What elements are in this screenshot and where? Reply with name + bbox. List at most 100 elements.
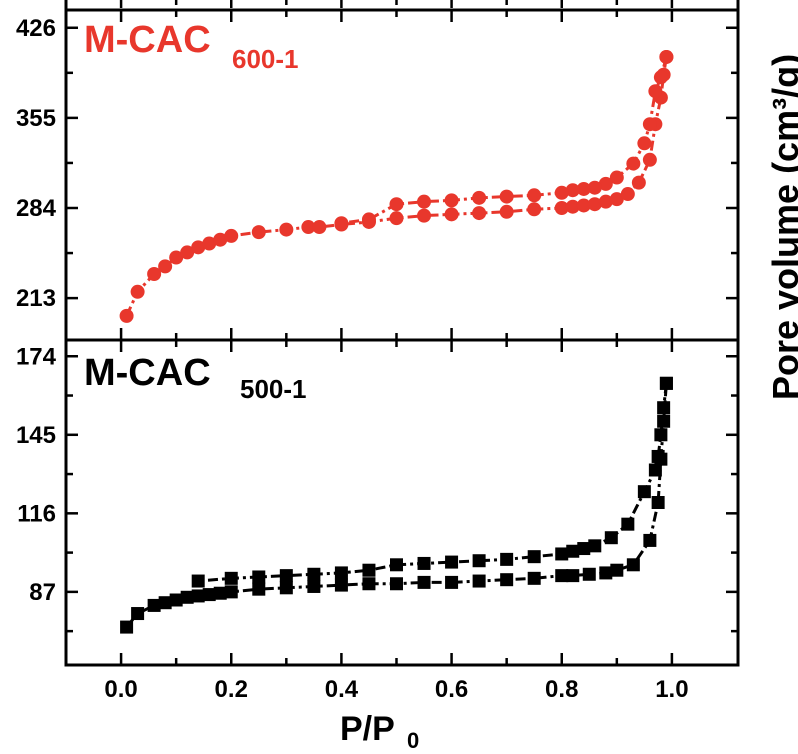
data-point xyxy=(659,376,673,390)
data-point xyxy=(119,308,134,323)
data-point xyxy=(389,577,403,591)
data-point xyxy=(334,216,349,231)
data-point xyxy=(500,552,514,566)
data-point xyxy=(631,175,646,190)
data-point xyxy=(472,574,486,588)
data-point xyxy=(389,211,404,226)
x-tick-label: 0.0 xyxy=(104,676,137,703)
right-side-axis-label: Pore volume (cm³/g) xyxy=(765,54,798,400)
data-point xyxy=(499,189,514,204)
data-point xyxy=(566,544,580,558)
y-tick-label: 174 xyxy=(16,343,57,370)
data-point xyxy=(131,607,145,621)
data-point xyxy=(527,550,541,564)
data-point xyxy=(445,555,459,569)
data-point xyxy=(191,589,205,603)
data-point xyxy=(643,533,657,547)
x-tick-label: 0.8 xyxy=(545,676,578,703)
data-point xyxy=(389,197,404,212)
data-point xyxy=(307,567,321,581)
data-point xyxy=(191,240,206,255)
data-point xyxy=(621,517,635,531)
upper-cropped-ticks xyxy=(64,0,740,10)
data-point xyxy=(648,463,662,477)
x-tick-label: 1.0 xyxy=(655,676,688,703)
data-point xyxy=(251,225,266,240)
data-point xyxy=(604,531,618,545)
data-point xyxy=(202,588,216,602)
data-point xyxy=(637,136,652,151)
data-point xyxy=(587,197,602,212)
data-point xyxy=(444,193,459,208)
data-point xyxy=(527,571,541,585)
data-point xyxy=(445,575,459,589)
data-point xyxy=(651,496,665,509)
data-point xyxy=(648,84,663,99)
data-point xyxy=(180,590,194,604)
x-tick-label: 0.2 xyxy=(215,676,248,703)
data-point xyxy=(279,569,293,583)
data-point xyxy=(130,284,145,299)
bottom-series xyxy=(120,376,673,634)
x-tick-label: 0.6 xyxy=(435,676,468,703)
data-point xyxy=(362,577,376,591)
y-tick-label: 284 xyxy=(16,195,57,222)
top-panel-title: M-CAC xyxy=(84,19,211,61)
data-point xyxy=(527,202,542,217)
data-point xyxy=(279,581,293,595)
y-tick-label: 87 xyxy=(29,579,56,606)
data-point xyxy=(565,183,580,198)
data-point xyxy=(657,414,671,428)
data-point xyxy=(417,556,431,570)
data-point xyxy=(588,539,602,553)
bottom-y-ticks: 87 116 145 174 xyxy=(16,343,738,633)
data-point xyxy=(577,542,591,556)
data-point xyxy=(565,199,580,214)
data-point xyxy=(120,620,134,634)
data-point xyxy=(191,574,205,588)
data-point xyxy=(334,566,348,580)
data-point xyxy=(472,190,487,205)
data-point xyxy=(472,206,487,221)
data-point xyxy=(555,547,569,561)
data-point xyxy=(224,585,238,599)
data-point xyxy=(279,222,294,237)
data-point xyxy=(587,180,602,195)
data-point xyxy=(301,220,316,235)
data-point xyxy=(213,586,227,600)
data-point xyxy=(555,569,569,583)
y-tick-label: 116 xyxy=(17,500,56,527)
data-point xyxy=(598,176,613,191)
data-point xyxy=(158,596,172,610)
data-point xyxy=(599,566,613,580)
data-point xyxy=(158,259,173,274)
top-panel: 213 284 355 426 M-CAC 600-1 xyxy=(16,8,740,342)
data-point xyxy=(147,598,161,612)
data-point xyxy=(252,582,266,596)
data-point xyxy=(576,181,591,196)
data-point xyxy=(620,187,635,202)
x-axis-label: P/P xyxy=(340,710,395,748)
data-point xyxy=(651,449,665,463)
data-point xyxy=(169,593,183,607)
data-point xyxy=(312,220,327,235)
data-point xyxy=(213,232,228,247)
y-tick-label: 355 xyxy=(16,105,56,132)
data-point xyxy=(657,401,671,415)
data-point xyxy=(642,117,657,132)
data-point xyxy=(654,428,668,442)
top-panel-title-subscript: 600-1 xyxy=(232,44,299,74)
data-point xyxy=(598,194,613,209)
data-point xyxy=(444,207,459,222)
top-x-ticks xyxy=(119,10,674,340)
data-point xyxy=(653,70,668,85)
data-point xyxy=(224,228,239,243)
data-point xyxy=(362,563,376,577)
x-tick-label: 0.4 xyxy=(325,676,359,703)
data-point xyxy=(626,558,640,572)
data-point xyxy=(642,152,657,167)
data-point xyxy=(180,245,195,260)
bottom-x-ticks: 0.0 0.2 0.4 0.6 0.8 1.0 xyxy=(104,340,689,703)
data-point xyxy=(609,192,624,207)
